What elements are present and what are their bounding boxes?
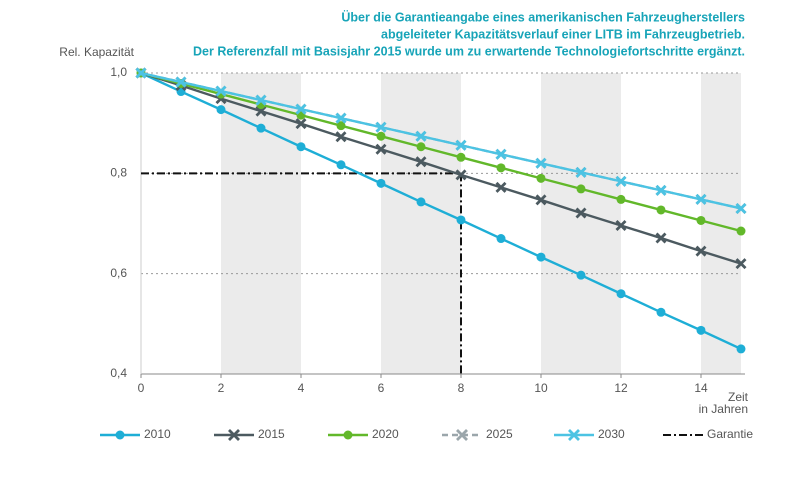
guarantee-line — [141, 172, 462, 374]
point — [216, 105, 226, 115]
point — [656, 205, 666, 215]
point — [656, 307, 666, 317]
point — [535, 194, 547, 206]
point — [735, 202, 747, 214]
x-tick-label: 6 — [378, 381, 385, 395]
point — [535, 157, 547, 169]
legend-label: Garantie — [707, 427, 753, 441]
legend-label: 2030 — [598, 427, 625, 441]
point — [255, 105, 267, 117]
x-axis-label: in Jahren — [699, 402, 748, 416]
x-tick-label: 2 — [218, 381, 225, 395]
x-tick-label: 10 — [534, 381, 548, 395]
shaded-band — [381, 73, 461, 374]
series-line — [140, 71, 742, 265]
point — [696, 215, 706, 225]
shaded-band — [701, 73, 741, 374]
shaded-band — [541, 73, 621, 374]
point — [296, 142, 306, 152]
point — [295, 118, 307, 130]
point — [295, 103, 307, 115]
point — [615, 220, 627, 231]
point — [375, 121, 387, 133]
point — [495, 148, 507, 160]
point — [736, 344, 746, 354]
point — [616, 289, 626, 299]
y-tick-label: 0,4 — [110, 366, 127, 380]
point — [375, 143, 387, 155]
x-tick-label: 14 — [694, 381, 708, 395]
point — [455, 139, 467, 151]
point — [576, 184, 586, 194]
y-tick-label: 1,0 — [110, 65, 127, 79]
shaded-band — [221, 73, 301, 374]
series-line — [140, 71, 742, 210]
y-tick-label: 0,8 — [110, 166, 127, 180]
legend-marker — [115, 430, 125, 440]
point — [415, 156, 427, 168]
legend-label: 2015 — [258, 427, 285, 441]
legend-marker — [228, 429, 240, 441]
point — [376, 131, 386, 141]
point — [536, 173, 546, 183]
point — [736, 226, 746, 236]
point — [376, 178, 386, 188]
point — [335, 131, 347, 143]
legend-label: 2025 — [486, 427, 513, 441]
point — [695, 245, 707, 257]
point — [616, 194, 626, 204]
point — [135, 67, 147, 79]
point — [496, 234, 506, 244]
point — [575, 207, 587, 219]
point — [536, 252, 546, 262]
point — [575, 166, 587, 178]
x-tick-label: 4 — [298, 381, 305, 395]
point — [655, 232, 667, 244]
x-axis-label: Zeit — [728, 390, 749, 404]
chart-title: Über die Garantieangabe eines amerikanis… — [341, 9, 745, 24]
point — [496, 163, 506, 173]
point — [175, 76, 187, 88]
point — [456, 152, 466, 162]
point — [215, 85, 227, 97]
point — [455, 169, 467, 181]
x-tick-label: 0 — [138, 381, 145, 395]
series-line — [140, 71, 742, 233]
point — [256, 123, 266, 133]
x-tick-label: 12 — [614, 381, 628, 395]
point — [416, 142, 426, 152]
point — [415, 130, 427, 142]
legend-marker — [568, 429, 580, 441]
chart-title: abgeleiteter Kapazitätsverlauf einer LIT… — [381, 27, 745, 41]
point — [336, 121, 346, 131]
point — [735, 258, 747, 270]
point — [695, 193, 707, 205]
point — [336, 160, 346, 170]
point — [456, 215, 466, 225]
chart-title: Der Referenzfall mit Basisjahr 2015 wurd… — [193, 44, 745, 58]
legend-label: 2010 — [144, 427, 171, 441]
point — [255, 94, 267, 106]
series-line — [140, 71, 742, 351]
point — [655, 184, 667, 196]
y-tick-label: 0,6 — [110, 266, 127, 280]
point — [696, 325, 706, 335]
point — [335, 112, 347, 124]
point — [495, 181, 507, 193]
legend-marker — [343, 430, 353, 440]
point — [576, 270, 586, 280]
point — [416, 197, 426, 207]
y-axis-label: Rel. Kapazität — [59, 45, 134, 59]
point — [615, 175, 627, 187]
legend-label: 2020 — [372, 427, 399, 441]
legend-marker — [456, 429, 468, 441]
x-tick-label: 8 — [458, 381, 465, 395]
